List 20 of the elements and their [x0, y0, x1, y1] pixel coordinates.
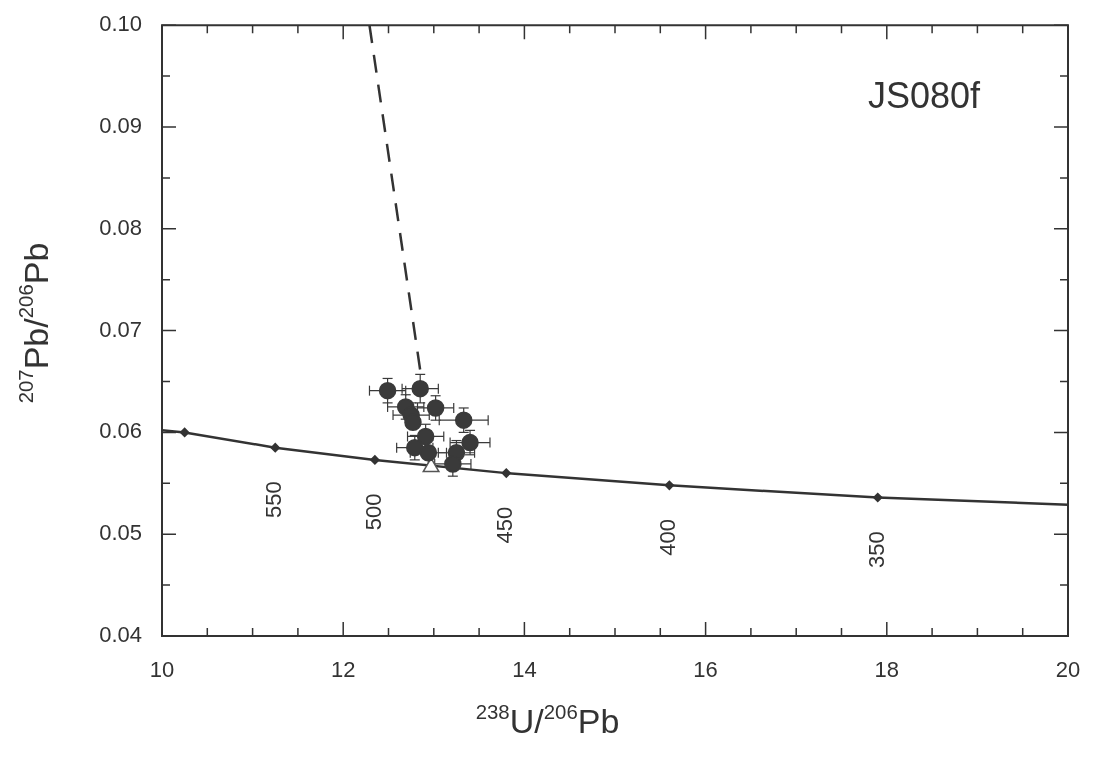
- annotation: 400: [655, 518, 681, 556]
- y-tick-label: 0.06: [99, 418, 142, 444]
- x-tick-label: 18: [874, 657, 900, 683]
- y-tick-label: 0.05: [99, 520, 142, 546]
- x-tick-label: 16: [693, 657, 718, 683]
- annotation: 550: [261, 481, 287, 519]
- y-tick-label: 0.08: [99, 214, 142, 240]
- x-axis-title: $^{238}$U/$^{206}$Pb: [474, 700, 621, 741]
- y-tick-label: 0.10: [99, 11, 142, 37]
- annotation: 450: [492, 506, 518, 544]
- x-tick-label: 12: [330, 657, 356, 683]
- x-tick-label: 14: [512, 657, 537, 683]
- y-tick-label: 0.04: [99, 622, 142, 648]
- y-tick-label: 0.09: [99, 113, 142, 139]
- x-tick-label: 10: [149, 657, 175, 683]
- text: JS080f: [867, 75, 981, 117]
- annotation: 500: [360, 493, 386, 531]
- annotation: 350: [863, 531, 889, 568]
- x-tick-label: 20: [1055, 657, 1081, 683]
- y-tick-label: 0.07: [99, 316, 142, 342]
